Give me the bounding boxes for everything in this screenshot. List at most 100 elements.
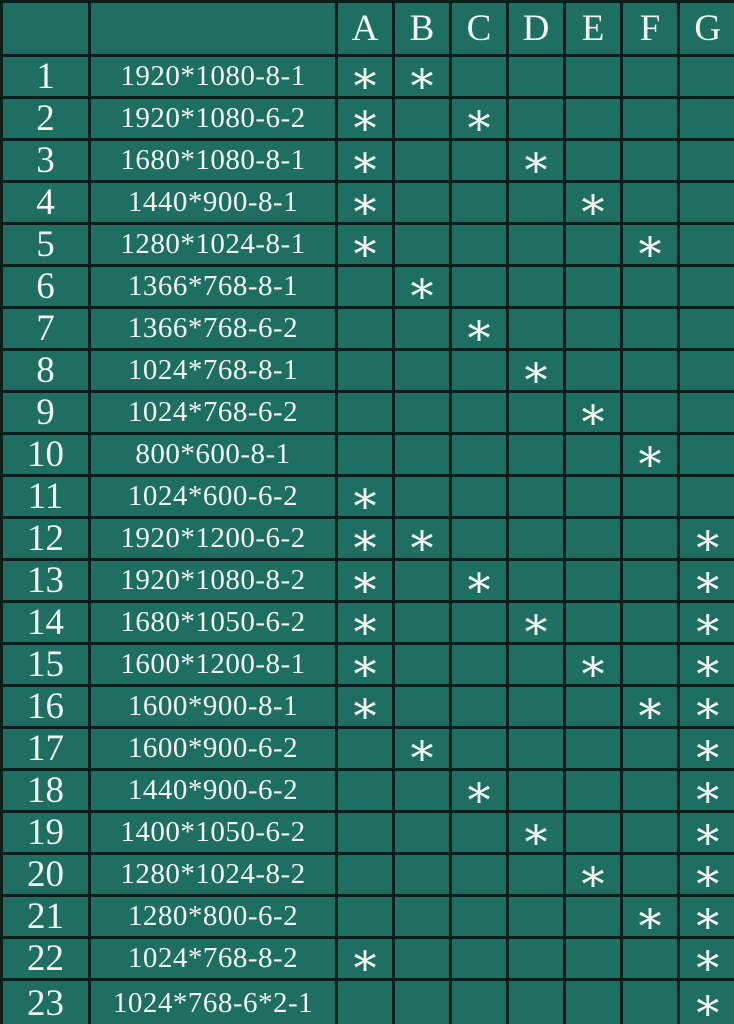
mark-cell <box>335 852 395 897</box>
mark-cell <box>449 894 509 939</box>
mark-cell <box>563 54 623 99</box>
table-row: 5 1280*1024-8-1 * * <box>0 222 734 267</box>
mark-cell <box>449 264 509 309</box>
mark-cell <box>563 558 623 603</box>
asterisk-mark: * <box>410 269 434 308</box>
asterisk-mark: * <box>638 899 662 938</box>
mark-cell <box>449 432 509 477</box>
mark-cell <box>506 894 566 939</box>
asterisk-mark: * <box>696 985 720 1024</box>
mark-cell <box>392 474 452 519</box>
mark-cell <box>620 516 680 561</box>
table-body: 1 1920*1080-8-1 * * 2 1920*1080-6-2 * * 3 1680*10… <box>0 54 734 1024</box>
mark-cell <box>506 558 566 603</box>
table-row: 17 1600*900-6-2 * * <box>0 726 734 771</box>
mark-cell: * <box>335 222 395 267</box>
mark-cell <box>620 726 680 771</box>
table-row: 1 1920*1080-8-1 * * <box>0 54 734 99</box>
mark-cell: * <box>677 852 734 897</box>
asterisk-mark: * <box>638 437 662 476</box>
row-index-cell: 13 <box>0 558 91 603</box>
mark-cell <box>449 222 509 267</box>
mark-cell <box>392 894 452 939</box>
asterisk-mark: * <box>696 899 720 938</box>
header-index-cell <box>0 0 91 57</box>
row-index-cell: 11 <box>0 474 91 519</box>
table-row: 14 1680*1050-6-2 * * * <box>0 600 734 645</box>
mark-cell <box>335 348 395 393</box>
mark-cell: * <box>335 96 395 141</box>
mark-cell: * <box>335 558 395 603</box>
mark-cell <box>563 516 623 561</box>
mark-cell <box>563 768 623 813</box>
resolution-label-cell: 1440*900-8-1 <box>88 180 338 225</box>
mark-cell: * <box>449 306 509 351</box>
mark-cell <box>506 936 566 981</box>
asterisk-mark: * <box>524 605 548 644</box>
header-resolution-cell <box>88 0 338 57</box>
mark-cell: * <box>335 180 395 225</box>
mark-cell <box>392 978 452 1024</box>
mark-cell <box>449 600 509 645</box>
resolution-label-cell: 1024*768-6*2-1 <box>88 978 338 1024</box>
resolution-label-cell: 1600*1200-8-1 <box>88 642 338 687</box>
mark-cell <box>392 348 452 393</box>
mark-cell <box>506 306 566 351</box>
column-header-c: C <box>449 0 509 57</box>
mark-cell <box>392 936 452 981</box>
row-index-cell: 19 <box>0 810 91 855</box>
mark-cell <box>392 138 452 183</box>
resolution-label-cell: 1920*1200-6-2 <box>88 516 338 561</box>
asterisk-mark: * <box>353 143 377 182</box>
mark-cell: * <box>335 138 395 183</box>
mark-cell <box>620 642 680 687</box>
asterisk-mark: * <box>353 647 377 686</box>
table-row: 22 1024*768-8-2 * * <box>0 936 734 981</box>
row-index-cell: 9 <box>0 390 91 435</box>
mark-cell <box>335 978 395 1024</box>
asterisk-mark: * <box>581 857 605 896</box>
mark-cell <box>449 180 509 225</box>
mark-cell: * <box>620 894 680 939</box>
asterisk-mark: * <box>467 773 491 812</box>
mark-cell: * <box>677 810 734 855</box>
resolution-label-cell: 1366*768-8-1 <box>88 264 338 309</box>
mark-cell <box>506 180 566 225</box>
resolution-label-cell: 1920*1080-6-2 <box>88 96 338 141</box>
resolution-label-cell: 1600*900-6-2 <box>88 726 338 771</box>
mark-cell <box>563 96 623 141</box>
mark-cell <box>677 138 734 183</box>
mark-cell <box>392 558 452 603</box>
asterisk-mark: * <box>696 647 720 686</box>
mark-cell <box>506 852 566 897</box>
mark-cell: * <box>335 474 395 519</box>
row-index-cell: 8 <box>0 348 91 393</box>
resolution-label-cell: 1024*768-8-1 <box>88 348 338 393</box>
mark-cell <box>677 432 734 477</box>
mark-cell: * <box>563 390 623 435</box>
column-header-a: A <box>335 0 395 57</box>
table-row: 10 800*600-8-1 * <box>0 432 734 477</box>
resolution-label-cell: 800*600-8-1 <box>88 432 338 477</box>
mark-cell <box>392 768 452 813</box>
mark-cell <box>449 852 509 897</box>
mark-cell <box>335 264 395 309</box>
asterisk-mark: * <box>353 605 377 644</box>
mark-cell <box>677 348 734 393</box>
table-row: 11 1024*600-6-2 * <box>0 474 734 519</box>
mark-cell <box>506 432 566 477</box>
mark-cell: * <box>677 936 734 981</box>
mark-cell <box>506 516 566 561</box>
row-index-cell: 14 <box>0 600 91 645</box>
table-row: 18 1440*900-6-2 * * <box>0 768 734 813</box>
mark-cell <box>506 54 566 99</box>
asterisk-mark: * <box>353 59 377 98</box>
table-row: 23 1024*768-6*2-1 * <box>0 978 734 1024</box>
mark-cell: * <box>620 432 680 477</box>
row-index-cell: 1 <box>0 54 91 99</box>
asterisk-mark: * <box>467 101 491 140</box>
mark-cell <box>620 306 680 351</box>
mark-cell <box>449 642 509 687</box>
resolution-label-cell: 1280*1024-8-2 <box>88 852 338 897</box>
